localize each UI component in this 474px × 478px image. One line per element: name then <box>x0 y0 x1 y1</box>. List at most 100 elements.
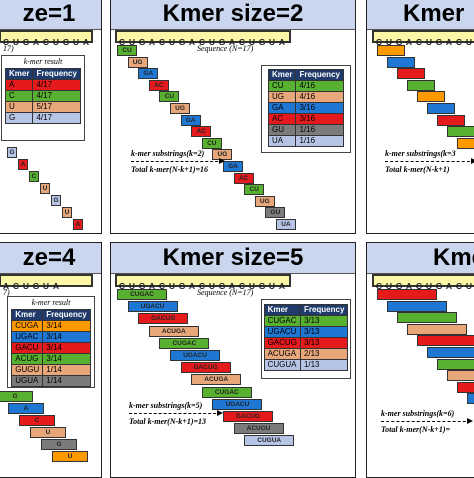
sequence-caption: 7) <box>3 288 10 297</box>
panel-title: ze=4 <box>0 243 101 274</box>
kmer-block <box>427 103 455 114</box>
frequency-cell: 3/14 <box>42 353 91 365</box>
sequence-base: G <box>435 37 443 47</box>
sequence-base: U <box>42 281 50 291</box>
kmer-cell: A <box>5 79 34 91</box>
frequency-cell: 3/13 <box>299 315 349 327</box>
sequence-caption: 17) <box>3 44 14 53</box>
frequency-cell: 1/14 <box>42 375 91 387</box>
sequence-base: G <box>395 37 403 47</box>
table-row: ACUGA 2/13 <box>263 348 349 360</box>
sequence-base: A <box>278 281 286 291</box>
kmer-cell: GACU <box>11 342 44 354</box>
table-row: ACUG 3/14 <box>11 353 91 365</box>
kmer-block: ACUGA <box>191 374 242 386</box>
frequency-header: Frequency <box>299 304 349 316</box>
kmer-block: CUGUA <box>244 435 295 447</box>
sequence-base: U <box>385 37 393 47</box>
table-row: CUGA 3/14 <box>11 320 91 332</box>
sequence-caption: Sequence (N=17) <box>197 44 254 53</box>
sequence-base: U <box>465 37 473 47</box>
kmer-substrings-note: k-mer substrings(k=5) <box>129 401 203 410</box>
table-row: AC 3/16 <box>268 113 344 125</box>
dashed-arrow-icon <box>129 409 223 416</box>
sequence-base: A <box>405 37 413 47</box>
sequence-base: G <box>435 281 443 291</box>
sequence-base: U <box>208 37 216 47</box>
sequence-base: A <box>2 281 10 291</box>
table-row: C 4/17 <box>5 90 81 102</box>
kmer-table: Kmer Frequency CUGAC 3/13 UGACU 3/13 GACUG 3/13… <box>263 304 349 371</box>
sequence-base: G <box>178 281 186 291</box>
sequence-base: C <box>415 281 423 291</box>
kmer-result-box: k-mer result Kmer Frequency CUGA 3/14 UGAC 3/… <box>7 296 95 388</box>
table-row: G 4/17 <box>5 112 81 124</box>
kmer-block: AC <box>191 126 212 138</box>
sequence-base: A <box>445 37 453 47</box>
frequency-header: Frequency <box>32 68 81 80</box>
table-row: UA 1/16 <box>268 135 344 147</box>
frequency-cell: 4/16 <box>295 91 344 103</box>
sequence-base: C <box>375 37 383 47</box>
kmer-block: C <box>19 415 55 426</box>
kmer-table: Kmer Frequency CU 4/16 UG 4/16 GA 3/16 AC 3/16 GU 1… <box>268 69 344 147</box>
kmer-block <box>417 335 474 347</box>
dashed-arrow-icon <box>381 417 473 424</box>
sequence-base: U <box>128 37 136 47</box>
kmer-block <box>427 347 474 358</box>
kmer-block: C <box>29 171 39 182</box>
frequency-cell: 3/14 <box>42 331 91 343</box>
sequence-base: C <box>198 281 206 291</box>
sequence-base: C <box>118 281 126 291</box>
sequence-base: A <box>405 281 413 291</box>
sequence-base: U <box>168 281 176 291</box>
kmer-block <box>457 381 474 393</box>
sequence-base: C <box>42 37 50 47</box>
kmer-block <box>407 323 467 335</box>
kmer-cell: UGACU <box>263 326 301 338</box>
kmer-result-title: k-mer result <box>23 57 63 66</box>
kmer-block: GU <box>265 207 286 219</box>
kmer-block: CU <box>201 137 222 149</box>
sequence-base: C <box>415 37 423 47</box>
sequence-base: U <box>465 281 473 291</box>
table-header: Kmer Frequency <box>268 69 344 81</box>
table-row: CUGUA 1/13 <box>263 359 349 371</box>
sequence-base: A <box>52 281 60 291</box>
sequence-base: C <box>375 281 383 291</box>
sequence-base: G <box>138 37 146 47</box>
sequence-base: U <box>128 281 136 291</box>
kmer-block: CUGAC <box>201 386 252 398</box>
table-row: A 4/17 <box>5 79 81 91</box>
kmer-cell: CU <box>268 80 297 92</box>
kmer-block: U <box>30 427 66 438</box>
kmer-cell: GUGU <box>11 364 44 376</box>
kmer-block: UG <box>170 103 190 114</box>
sequence-base: G <box>62 37 70 47</box>
kmer-block: GACUG <box>223 411 273 422</box>
sequence-base: C <box>12 281 20 291</box>
kmer-block: G <box>0 391 33 402</box>
kmer-block: UGACU <box>170 350 220 361</box>
table-row: CUGAC 3/13 <box>263 315 349 327</box>
sequence-base: G <box>218 281 226 291</box>
kmer-block: GA <box>223 161 243 172</box>
dashed-arrow-icon <box>131 157 225 164</box>
sequence-base: G <box>138 281 146 291</box>
sequence-caption: Sequence (N=17) <box>197 288 254 297</box>
sequence-base: A <box>148 281 156 291</box>
kmer-block: GA <box>138 68 159 80</box>
sequence-base: C <box>2 37 10 47</box>
table-row: GU 1/16 <box>268 124 344 136</box>
kmer-block <box>377 289 437 300</box>
sequence-base: G <box>22 37 30 47</box>
kmer-block: UA <box>276 219 296 230</box>
